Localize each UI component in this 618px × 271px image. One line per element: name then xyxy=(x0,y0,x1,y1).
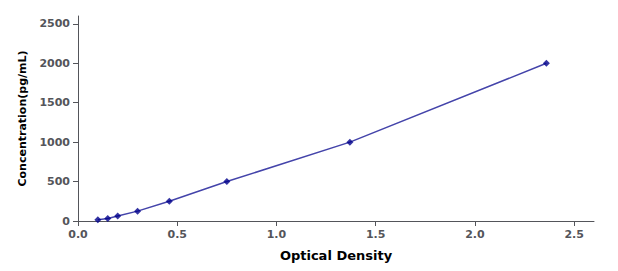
svg-text:2.5: 2.5 xyxy=(564,228,584,241)
svg-text:2500: 2500 xyxy=(39,17,70,30)
svg-text:1.5: 1.5 xyxy=(366,228,386,241)
svg-text:0: 0 xyxy=(62,215,70,228)
svg-text:Optical Density: Optical Density xyxy=(280,248,393,263)
svg-text:0.5: 0.5 xyxy=(167,228,187,241)
svg-text:0.0: 0.0 xyxy=(68,228,88,241)
svg-text:1.0: 1.0 xyxy=(267,228,287,241)
svg-text:2.0: 2.0 xyxy=(465,228,485,241)
svg-text:1500: 1500 xyxy=(39,96,70,109)
svg-text:1000: 1000 xyxy=(39,136,70,149)
svg-text:2000: 2000 xyxy=(39,57,70,70)
svg-text:Concentration(pg/mL): Concentration(pg/mL) xyxy=(16,50,29,186)
svg-text:500: 500 xyxy=(47,175,70,188)
